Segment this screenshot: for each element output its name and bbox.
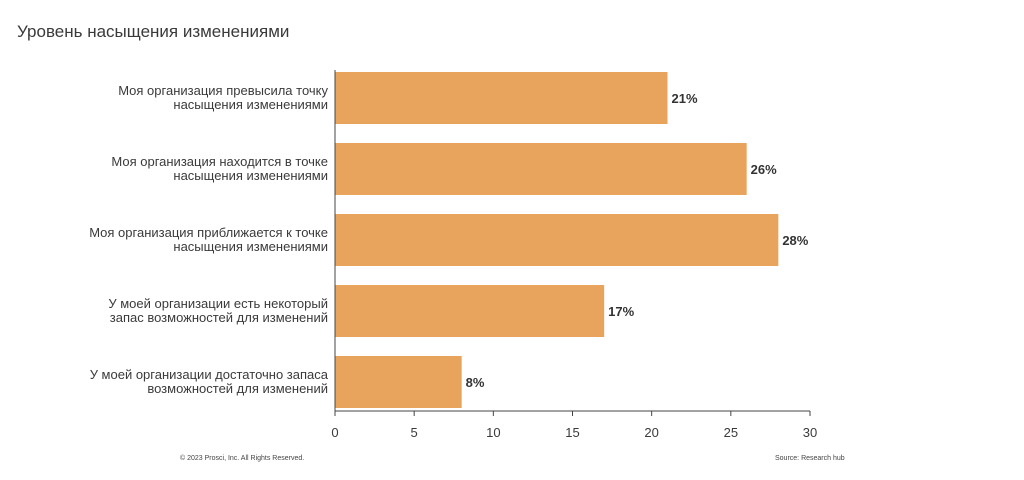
category-label: насыщения изменениями — [173, 97, 328, 112]
x-tick-label: 0 — [331, 425, 338, 440]
category-label: запас возможностей для изменений — [110, 310, 328, 325]
category-label: Моя организация превысила точку — [118, 83, 328, 98]
bar — [335, 285, 605, 337]
data-label: 21% — [672, 91, 698, 106]
bar — [335, 356, 462, 408]
source-text: Source: Research hub — [775, 455, 845, 462]
bar — [335, 143, 747, 195]
copyright-text: © 2023 Prosci, Inc. All Rights Reserved. — [180, 455, 305, 462]
category-label: У моей организации есть некоторый — [108, 296, 328, 311]
category-label: У моей организации достаточно запаса — [90, 367, 329, 382]
category-label: насыщения изменениями — [173, 239, 328, 254]
bar — [335, 72, 668, 124]
data-label: 17% — [608, 304, 634, 319]
x-tick-label: 10 — [486, 425, 500, 440]
x-tick-label: 20 — [644, 425, 658, 440]
category-label: возможностей для изменений — [147, 381, 328, 396]
x-tick-label: 15 — [565, 425, 579, 440]
x-tick-label: 25 — [724, 425, 738, 440]
x-tick-label: 5 — [411, 425, 418, 440]
data-label: 26% — [751, 162, 777, 177]
chart-title: Уровень насыщения изменениями — [17, 22, 290, 41]
category-label: Моя организация находится в точке — [111, 154, 328, 169]
x-tick-label: 30 — [803, 425, 817, 440]
data-label: 8% — [466, 375, 485, 390]
category-label: Моя организация приближается к точке — [89, 225, 328, 240]
bar — [335, 214, 779, 266]
category-label: насыщения изменениями — [173, 168, 328, 183]
data-label: 28% — [782, 233, 808, 248]
